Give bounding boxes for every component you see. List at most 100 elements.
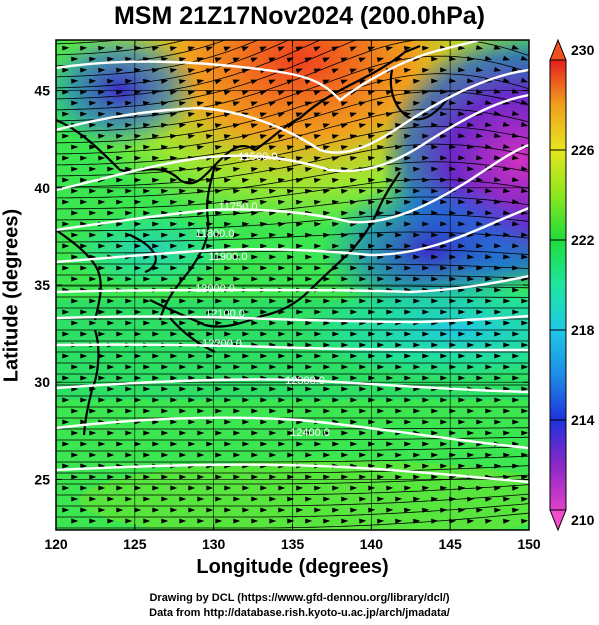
wind-arrow-84 <box>178 79 187 85</box>
wind-arrow-732 <box>134 353 142 359</box>
wind-arrow-483 <box>332 243 340 249</box>
wind-arrow-228 <box>422 133 430 139</box>
wind-arrow-733 <box>152 353 160 359</box>
wind-arrow-40 <box>322 57 330 63</box>
wind-arrow-815 <box>233 386 241 392</box>
wind-arrow-72 <box>422 67 430 73</box>
wind-arrow-634 <box>242 309 250 315</box>
wind-arrow-164 <box>205 112 214 118</box>
wind-arrow-1012 <box>494 463 502 469</box>
wind-arrow-399 <box>233 210 241 216</box>
wind-arrow-505 <box>269 254 277 260</box>
wind-arrow-1115 <box>476 507 484 513</box>
wind-arrow-865 <box>197 408 205 414</box>
wind-arrow-35 <box>232 57 240 63</box>
wind-arrow-224 <box>349 134 358 140</box>
wind-arrow-725 <box>485 342 493 348</box>
wind-arrow-332 <box>422 177 430 183</box>
wind-arrow-881 <box>485 408 493 414</box>
wind-arrow-946 <box>242 441 250 447</box>
wind-arrow-1133 <box>341 518 349 524</box>
wind-arrow-934 <box>503 430 511 436</box>
wind-arrow-264 <box>134 155 142 161</box>
wind-arrow-436 <box>422 221 430 227</box>
wind-arrow-971 <box>233 452 241 458</box>
wind-arrow-1107 <box>332 507 340 513</box>
wind-arrow-816 <box>251 386 259 392</box>
wind-arrow-561 <box>341 276 349 282</box>
wind-arrow-295 <box>232 167 241 172</box>
wind-arrow-1074 <box>215 496 223 502</box>
wind-arrow-756 <box>107 364 115 370</box>
wind-arrow-1120 <box>107 518 115 524</box>
wind-arrow-813 <box>197 386 205 392</box>
wind-arrow-1082 <box>359 496 367 502</box>
wind-arrow-982 <box>431 452 439 458</box>
wind-arrow-872 <box>323 408 331 414</box>
wind-arrow-837 <box>152 397 160 403</box>
wind-arrow-774 <box>431 364 439 370</box>
wind-arrow-461 <box>413 232 421 238</box>
contour-label-8: 12400.0 <box>290 427 330 439</box>
wind-arrow-697 <box>440 331 448 337</box>
contour-label-5: 12100.0 <box>205 308 245 320</box>
wind-arrow-554 <box>215 276 223 282</box>
wind-arrow-439 <box>476 221 484 227</box>
wind-arrow-482 <box>314 243 322 249</box>
wind-arrow-658 <box>215 320 223 326</box>
height-contours <box>56 40 529 484</box>
wind-arrow-368 <box>134 199 142 205</box>
wind-arrow-404 <box>323 210 331 216</box>
wind-arrow-716 <box>323 342 331 348</box>
wind-arrow-940 <box>134 441 142 447</box>
wind-arrow-78 <box>71 78 79 84</box>
wind-arrow-1068 <box>107 496 115 502</box>
wind-arrow-876 <box>395 408 403 414</box>
wind-arrow-776 <box>467 364 475 370</box>
wind-arrow-297 <box>268 167 277 172</box>
wind-arrow-323 <box>259 178 268 183</box>
wind-arrow-1099 <box>188 507 196 513</box>
wind-arrow-409 <box>413 210 421 216</box>
wind-arrow-674 <box>503 320 511 326</box>
wind-arrow-847 <box>332 397 340 403</box>
wind-arrow-909 <box>512 419 520 425</box>
wind-arrow-648 <box>494 309 502 315</box>
wind-arrow-211 <box>116 133 124 139</box>
colorbar-max-arrow <box>549 38 567 61</box>
wind-arrow-28 <box>107 56 115 62</box>
wind-arrow-453 <box>269 232 277 238</box>
wind-arrow-541 <box>440 265 448 271</box>
wind-arrow-762 <box>215 364 223 370</box>
wind-arrow-514 <box>431 254 439 260</box>
wind-arrow-831 <box>521 386 529 392</box>
wind-arrow-987 <box>521 452 529 458</box>
wind-arrow-820 <box>323 386 331 392</box>
wind-arrow-199 <box>376 123 385 128</box>
wind-arrow-840 <box>206 397 214 403</box>
wind-arrow-907 <box>476 419 484 425</box>
wind-arrow-855 <box>476 397 484 403</box>
wind-arrow-1100 <box>206 507 214 513</box>
wind-arrow-781 <box>80 375 88 381</box>
wind-arrow-984 <box>467 452 475 458</box>
wind-arrow-986 <box>503 452 511 458</box>
wind-arrow-336 <box>494 177 502 183</box>
streamline-10 <box>56 91 529 155</box>
wind-arrow-227 <box>404 133 412 139</box>
wind-arrow-908 <box>494 419 502 425</box>
wind-arrow-569 <box>485 276 493 282</box>
wind-arrow-824 <box>395 386 403 392</box>
coast-segment-1 <box>158 164 217 321</box>
wind-arrow-832 <box>62 397 70 403</box>
wind-arrow-331 <box>404 177 412 183</box>
wind-arrow-315 <box>116 177 124 183</box>
wind-arrow-494 <box>71 254 79 260</box>
wind-arrow-281 <box>440 155 448 161</box>
wind-arrow-360 <box>467 188 475 194</box>
wind-arrow-916 <box>179 430 187 436</box>
wind-arrow-842 <box>242 397 250 403</box>
wind-arrow-647 <box>476 309 484 315</box>
wind-arrow-392 <box>107 210 115 216</box>
wind-arrow-437 <box>440 221 448 227</box>
